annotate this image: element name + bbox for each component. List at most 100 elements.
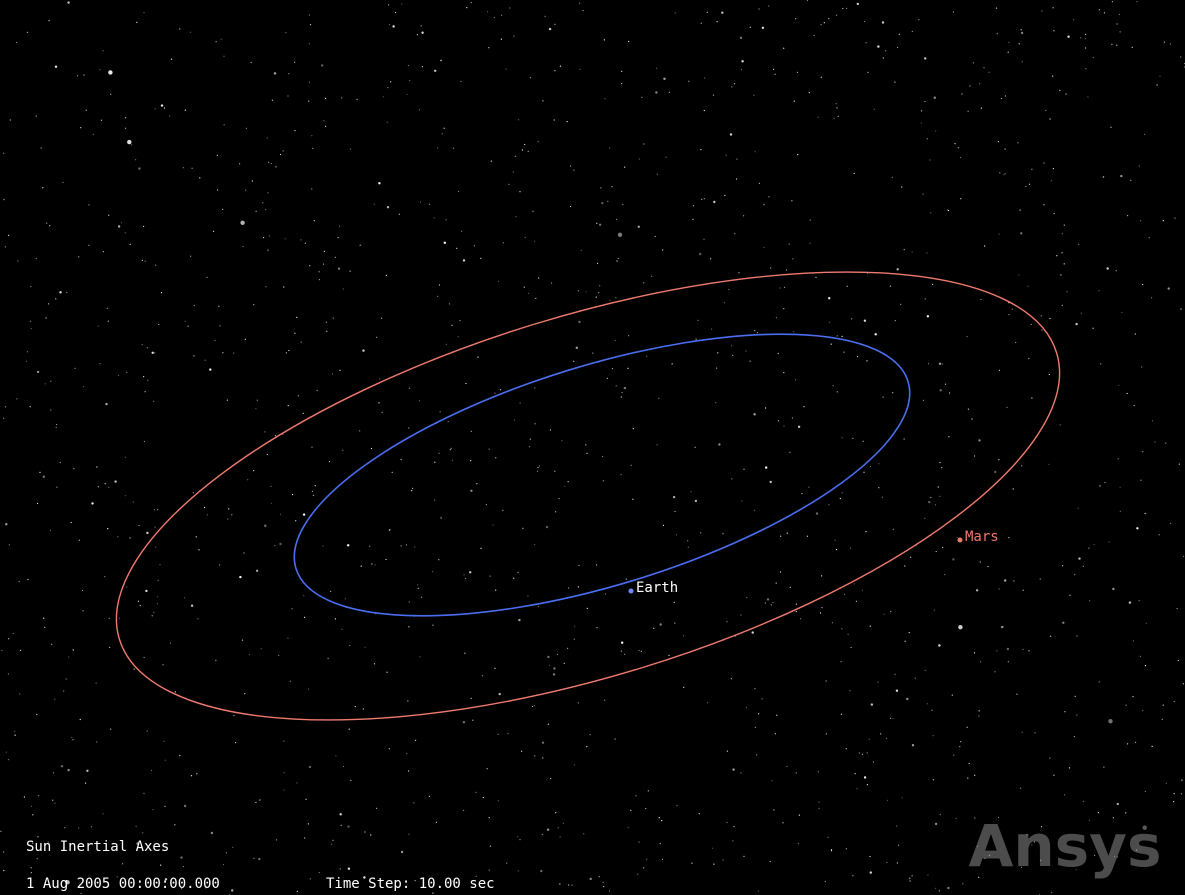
star [1100,363,1101,364]
star [712,848,713,849]
star [409,80,410,81]
star [340,813,342,815]
star [1120,511,1121,512]
star [432,893,433,894]
star [408,65,409,66]
star [624,387,626,389]
star [1005,95,1006,96]
star [704,77,705,78]
star [877,45,879,47]
star [1078,557,1080,559]
star [118,375,119,376]
star [153,401,154,402]
star [13,633,14,634]
star [973,62,974,63]
star [278,655,279,656]
star [848,634,849,635]
star [923,400,924,401]
star [329,461,330,462]
star [1020,210,1021,211]
star [753,95,754,96]
star [464,574,465,575]
star [231,514,232,515]
star [527,596,528,597]
star [924,518,925,519]
star [387,122,388,123]
star [292,608,293,609]
star [732,768,734,770]
star [335,618,336,619]
star [578,586,579,587]
star [143,793,144,794]
mars-marker[interactable] [958,538,963,543]
star [792,258,793,259]
star [1173,801,1174,802]
star [439,284,440,285]
star [290,681,291,682]
star [493,525,494,526]
star [825,881,826,882]
earth-marker[interactable] [629,589,634,594]
star [754,688,755,689]
star [551,282,552,283]
star [109,618,110,619]
star [921,110,922,111]
star [934,97,936,99]
star [147,730,148,731]
star [27,32,28,33]
star [846,848,847,849]
star [628,827,629,828]
star [1064,225,1065,226]
star [3,418,4,419]
star [8,673,9,674]
star [904,249,905,250]
star [530,439,531,440]
star [568,481,569,482]
star [713,201,715,203]
star [319,872,320,873]
star [599,876,600,877]
star [939,890,940,891]
star [887,800,888,801]
star [971,418,972,419]
star [73,468,74,469]
star [1117,23,1118,24]
star [507,733,508,734]
star [429,204,430,205]
star [924,101,925,102]
star [789,244,790,245]
star [157,596,158,597]
star [355,706,356,707]
star [143,226,144,227]
star [1001,98,1002,99]
star [369,546,370,547]
star [515,216,516,217]
star [154,527,155,528]
star [387,206,389,208]
star [502,510,503,511]
star [374,204,375,205]
star [125,128,126,129]
star [875,333,877,335]
star [471,698,472,699]
star [628,41,629,42]
star [927,703,928,704]
star [157,603,158,604]
star [798,426,800,428]
star [559,883,560,884]
star [102,813,103,814]
star [1008,314,1009,315]
star [153,809,154,810]
star [549,28,551,30]
star [1098,290,1099,291]
star [228,508,229,509]
star [1008,52,1009,53]
star [1062,305,1063,306]
star [621,396,622,397]
star [1060,274,1061,275]
star [930,497,931,498]
star [736,178,737,179]
star [480,258,481,259]
star [731,678,732,679]
star [641,97,642,98]
